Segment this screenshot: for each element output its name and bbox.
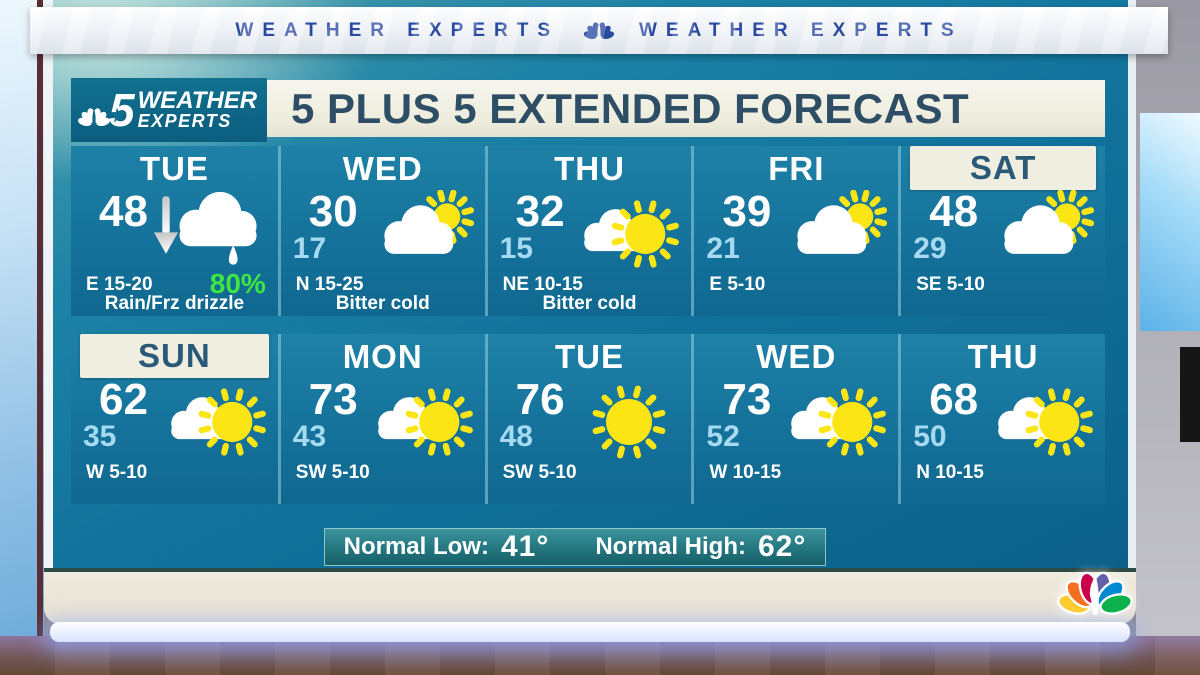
forecast-row-1: TUE 48 80% E 15-20 Rain/Frz drizzle WED …: [71, 146, 1105, 316]
wind-text: NE 10-15: [502, 274, 583, 295]
nbc-peacock-icon: [77, 106, 111, 129]
nbc-peacock-icon: [583, 20, 615, 42]
forecast-cell-tue2: TUE 76 48 SW 5-10: [484, 334, 692, 504]
partly-cloudy-icon: [989, 190, 1097, 278]
normal-low-label: Normal Low:: [343, 533, 489, 560]
day-label: WED: [342, 150, 423, 187]
normal-high-value: 62°: [758, 530, 807, 563]
forecast-cell-mon2: MON 73 43 SW 5-10: [277, 334, 485, 504]
high-temp: 48: [929, 187, 979, 236]
board-header: 5 ★ WEATHER EXPERTS 5 PLUS 5 EXTENDED FO…: [71, 78, 1105, 142]
low-temp: 43: [292, 420, 327, 453]
partly-cloudy-icon: [782, 190, 890, 278]
video-wall-light-strip: [50, 622, 1130, 642]
high-temp: 48: [99, 187, 148, 236]
forecast-cell-thu1: THU 32 15 NE 10-15 Bitter cold: [484, 146, 692, 316]
high-temp: 32: [515, 187, 565, 236]
mostly-sunny-icon: [369, 378, 477, 466]
wordmark-line2: EXPERTS: [137, 110, 232, 131]
day-label: THU: [967, 338, 1039, 375]
low-temp: 48: [499, 420, 533, 453]
studio-wall-left: [0, 0, 44, 675]
forecast-title: 5 PLUS 5 EXTENDED FORECAST: [267, 80, 1105, 137]
mostly-sunny-icon: [782, 378, 890, 466]
high-temp: 73: [308, 375, 358, 424]
normal-low-value: 41°: [500, 530, 550, 563]
low-temp: 21: [706, 232, 740, 265]
forecast-cell-fri1: FRI 39 21 E 5-10: [691, 146, 899, 316]
condition-text: Bitter cold: [542, 293, 637, 314]
day-label: TUE: [139, 150, 209, 187]
sunny-icon: [575, 378, 683, 466]
low-temp: 52: [706, 420, 740, 453]
wind-text: W 10-15: [709, 462, 782, 483]
low-temp: 29: [913, 232, 947, 265]
studio-floor: [0, 636, 1200, 675]
wordmark-line1: WEATHER: [137, 87, 258, 115]
day-label: SAT: [910, 146, 1096, 190]
wind-text: N 15-25: [295, 274, 364, 295]
low-temp: 17: [292, 232, 327, 265]
station-number: 5: [109, 84, 135, 136]
high-temp: 73: [722, 375, 772, 424]
forecast-cell-wed2: WED 73 52 W 10-15: [691, 334, 899, 504]
forecast-cell-tue1: TUE 48 80% E 15-20 Rain/Frz drizzle: [71, 146, 278, 316]
day-label: SUN: [80, 334, 269, 378]
mostly-sunny-icon: [575, 190, 683, 278]
condition-text: Bitter cold: [335, 293, 430, 314]
day-label: WED: [756, 338, 837, 375]
wind-text: SW 5-10: [502, 462, 577, 483]
low-temp: 35: [83, 420, 117, 453]
partly-cloudy-icon: [369, 190, 477, 278]
mostly-sunny-icon: [162, 378, 270, 466]
ticker-text-right: WEATHER EXPERTS: [639, 19, 963, 41]
studio-screen-right: [1140, 113, 1200, 331]
video-wall-screen: 5 ★ WEATHER EXPERTS 5 PLUS 5 EXTENDED FO…: [44, 0, 1136, 568]
day-label: THU: [554, 150, 625, 187]
forecast-cell-sun2: SUN 62 35 W 5-10: [71, 334, 278, 504]
wind-text: E 15-20: [86, 274, 153, 295]
wind-text: N 10-15: [916, 462, 984, 483]
normal-high-label: Normal High:: [595, 533, 746, 560]
normals-bar: Normal Low: 41° Normal High: 62°: [324, 528, 826, 566]
wind-text: SE 5-10: [916, 274, 985, 295]
high-temp: 76: [515, 375, 565, 424]
wall-edge-trim: [37, 0, 43, 648]
mostly-sunny-icon: [989, 378, 1097, 466]
low-temp: 15: [499, 232, 533, 265]
high-temp: 30: [308, 187, 358, 236]
high-temp: 39: [722, 187, 772, 236]
day-label: FRI: [768, 150, 825, 187]
studio-wall-right: [1136, 0, 1200, 675]
precip-chance: 80%: [209, 268, 266, 299]
forecast-board: 5 ★ WEATHER EXPERTS 5 PLUS 5 EXTENDED FO…: [71, 78, 1105, 570]
low-temp: 50: [913, 420, 947, 453]
forecast-row-2: SUN 62 35 W 5-10 MON 73 43 SW 5-10: [71, 334, 1105, 504]
down-arrow-icon: [153, 194, 179, 256]
day-label: MON: [342, 338, 423, 375]
top-ticker-banner: WEATHER EXPERTS WEATHER EXPERTS: [30, 7, 1168, 54]
forecast-cell-thu2: THU 68 50 N 10-15: [898, 334, 1105, 504]
forecast-grid: TUE 48 80% E 15-20 Rain/Frz drizzle WED …: [71, 146, 1105, 504]
nbc-peacock-logo: [1056, 570, 1134, 618]
cloud-drizzle-icon: [162, 190, 270, 278]
condition-text: Rain/Frz drizzle: [104, 293, 245, 314]
ticker-text-left: WEATHER EXPERTS: [235, 19, 559, 41]
forecast-cell-sat1: SAT 48 29 SE 5-10: [898, 146, 1105, 316]
studio-monitor: [1180, 347, 1200, 442]
wind-text: SW 5-10: [295, 462, 370, 483]
day-label: TUE: [554, 338, 624, 375]
high-temp: 68: [929, 375, 979, 424]
station-logo: 5 ★ WEATHER EXPERTS: [71, 78, 267, 142]
wind-text: E 5-10: [709, 274, 766, 295]
wind-text: W 5-10: [86, 462, 148, 483]
station-wordmark: WEATHER EXPERTS: [137, 87, 258, 131]
high-temp: 62: [99, 375, 148, 424]
video-wall-lower-panel: [44, 568, 1136, 624]
forecast-cell-wed1: WED 30 17 N 15-25 Bitter cold: [277, 146, 485, 316]
video-wall: 5 ★ WEATHER EXPERTS 5 PLUS 5 EXTENDED FO…: [44, 0, 1136, 642]
star-icon: ★: [107, 103, 129, 129]
